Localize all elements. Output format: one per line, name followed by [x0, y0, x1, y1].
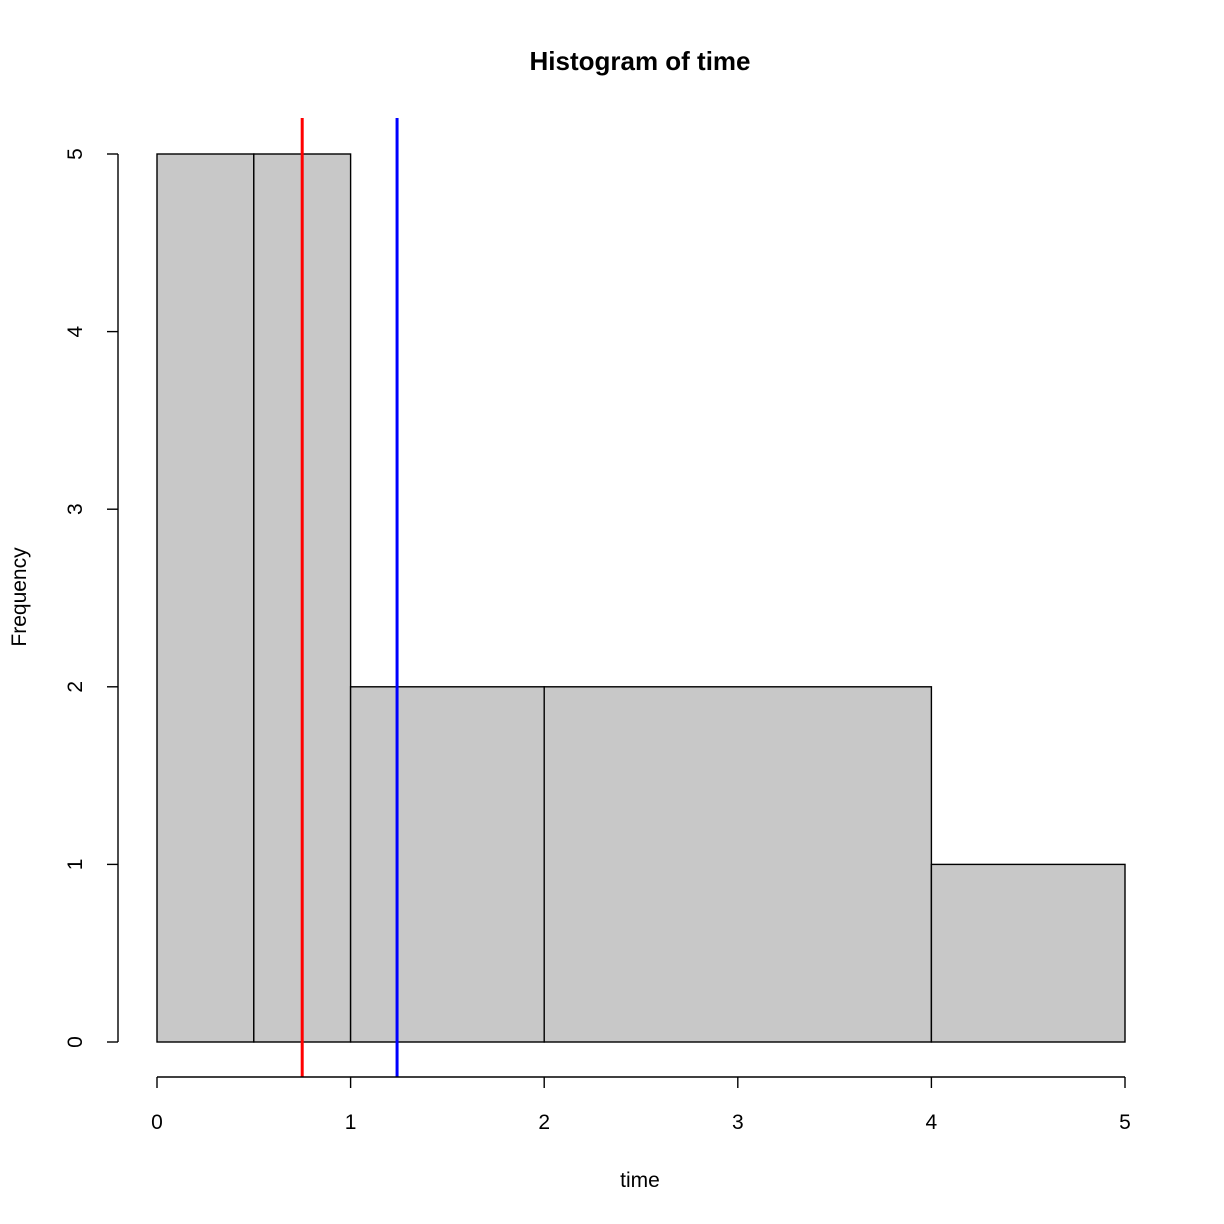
- histogram-bar-3: [543, 686, 933, 1043]
- x-axis-label: time: [620, 1169, 660, 1192]
- x-tick-label-4: 4: [926, 1111, 938, 1134]
- x-tick-label-2: 2: [538, 1111, 550, 1134]
- x-tick-label-3: 3: [732, 1111, 744, 1134]
- y-tick-label-3: 3: [64, 503, 87, 515]
- reference-lines-layer: [300, 118, 399, 1077]
- histogram-bar-2: [349, 686, 545, 1043]
- x-tick-label-1: 1: [345, 1111, 357, 1134]
- histogram-bar-4: [930, 863, 1126, 1043]
- y-tick-label-4: 4: [64, 325, 87, 337]
- y-tick-label-5: 5: [64, 148, 87, 160]
- histogram-bar-0: [156, 153, 255, 1043]
- x-tick-label-0: 0: [151, 1111, 163, 1134]
- y-axis: 0 1 2 3 4 5: [64, 148, 119, 1048]
- y-tick-label-0: 0: [64, 1036, 87, 1048]
- y-tick-label-1: 1: [64, 859, 87, 871]
- x-axis: 0 1 2 3 4 5: [151, 1076, 1131, 1134]
- chart-title: Histogram of time: [529, 46, 750, 76]
- y-tick-label-2: 2: [64, 681, 87, 693]
- x-tick-label-5: 5: [1119, 1111, 1131, 1134]
- y-axis-label: Frequency: [8, 547, 31, 647]
